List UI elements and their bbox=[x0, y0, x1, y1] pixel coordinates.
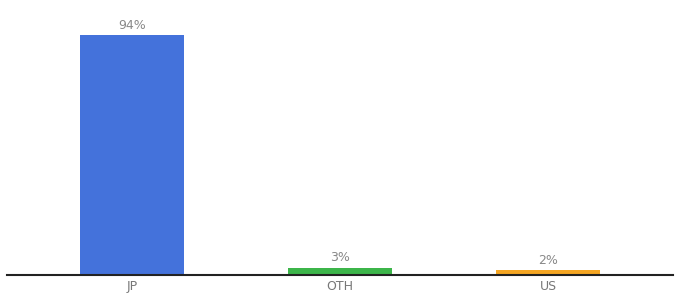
Text: 94%: 94% bbox=[118, 19, 146, 32]
Bar bbox=[80, 35, 184, 275]
Text: 3%: 3% bbox=[330, 251, 350, 265]
Text: 2%: 2% bbox=[539, 254, 558, 267]
Bar bbox=[496, 270, 600, 275]
Bar bbox=[288, 268, 392, 275]
